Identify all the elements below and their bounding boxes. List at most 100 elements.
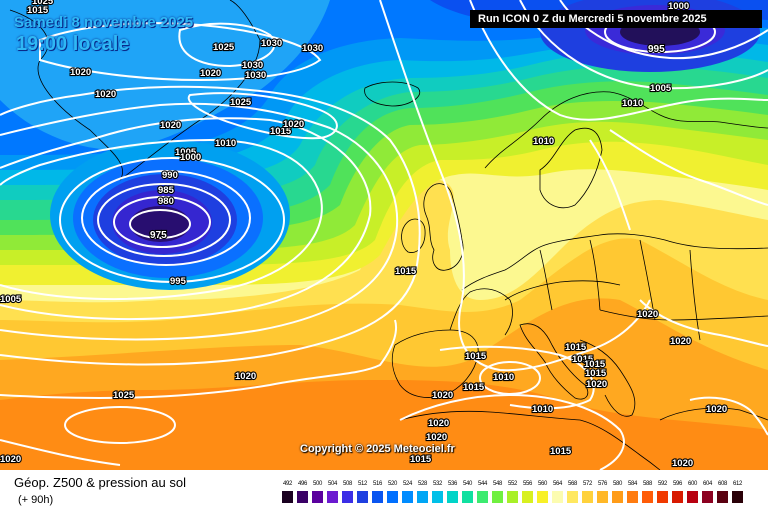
isobar-label: 1020 [200,68,221,79]
isobar-label: 1025 [32,0,54,7]
legend-cell: 612 [732,479,743,509]
legend-value: 536 [447,481,458,487]
isobar-label: 1015 [270,126,292,137]
legend-swatch [642,491,653,503]
legend-cell: 608 [717,479,728,509]
legend-cell: 536 [447,479,458,509]
legend-cell: 548 [492,479,503,509]
isobar-label: 1020 [670,336,691,347]
legend-value: 504 [327,481,338,487]
legend-swatch [702,491,713,503]
legend-swatch [732,491,743,503]
legend-value: 588 [642,481,653,487]
isobar-label: 1005 [0,294,22,305]
legend-value: 580 [612,481,623,487]
isobar-label: 995 [170,276,187,287]
isobar-1015-east [589,139,631,231]
legend-cell: 516 [372,479,383,509]
legend-cell: 532 [432,479,443,509]
legend-swatch [507,491,518,503]
isobar-label: 1020 [706,404,727,415]
low-center-label: 975 [150,230,167,241]
legend-cell: 512 [357,479,368,509]
isobar-label: 1015 [572,354,594,365]
turkey-coast [659,407,768,421]
legend-value: 560 [537,481,548,487]
forecast-hour: (+ 90h) [18,494,54,506]
isobar-label: 1005 [650,83,672,94]
legend-swatch [327,491,338,503]
legend-swatch [492,491,503,503]
legend-cell: 568 [567,479,578,509]
valid-date: Samedi 8 novembre 2025 [14,14,194,31]
legend-cell: 600 [687,479,698,509]
legend-swatch [447,491,458,503]
legend-cell: 504 [327,479,338,509]
isobar-label: 1020 [637,309,658,320]
isobars [0,0,768,470]
isobar-1020-east [639,299,768,347]
isobar-1025-azores [64,406,176,444]
isobar-1015 [0,85,421,366]
isobar-labels: 1025 1015 1020 1025 1030 1030 1020 1020 … [0,0,728,470]
legend-cell: 588 [642,479,653,509]
legend-value: 584 [627,481,638,487]
isobar-985 [97,183,231,257]
europe-coast [461,233,768,291]
legend-swatch [357,491,368,503]
legend-swatch [612,491,623,503]
legend-value: 516 [372,481,383,487]
legend-value: 600 [687,481,698,487]
isobar-975 [129,209,191,239]
valid-time: 19:00 locale [16,33,130,55]
legend-cell: 492 [282,479,293,509]
isobar-label: 1020 [426,432,447,443]
isobar-label: 1015 [585,368,607,379]
run-info: Run ICON 0 Z du Mercredi 5 novembre 2025 [470,10,762,28]
legend-cell: 580 [612,479,623,509]
legend-swatch [537,491,548,503]
legend-swatch [297,491,308,503]
legend-swatch [567,491,578,503]
legend-cell: 592 [657,479,668,509]
isobar-label: 1030 [261,38,282,49]
legend-value: 552 [507,481,518,487]
legend-value: 596 [672,481,683,487]
legend-value: 528 [417,481,428,487]
isobar-label: 1020 [283,119,304,130]
legend-swatch [687,491,698,503]
isobar-label: 1000 [668,1,689,12]
legend-value: 564 [552,481,563,487]
isobar-label: 1020 [586,379,607,390]
isobar-1020-med [399,393,625,470]
isobar-label: 1005 [175,147,197,158]
isobar-1020-se [689,396,768,436]
legend-cell: 564 [552,479,563,509]
isobar-label: 1025 [213,42,235,53]
legend-swatch [597,491,608,503]
border-3 [589,239,601,311]
isobar-1020-sw [0,439,121,466]
z500-core-atlantic-5 [130,206,190,242]
isobar-label: 1015 [27,5,49,16]
isobar-1010-north [469,0,768,121]
legend-value: 492 [282,481,293,487]
isobar-label: 1030 [302,43,323,54]
britain-coast [423,183,464,271]
legend-swatch [417,491,428,503]
legend-cell: 576 [597,479,608,509]
isobar-label: 1020 [0,454,21,465]
isobar-label: 1015 [395,266,417,277]
border-2 [539,249,553,311]
weather-map: 1025 1015 1020 1025 1030 1030 1020 1020 … [0,0,768,470]
legend-cell: 500 [312,479,323,509]
isobar-label: 1015 [550,446,572,457]
legend-cell: 584 [627,479,638,509]
isobar-1015-med [439,345,595,410]
legend-cell: 604 [702,479,713,509]
sweden-coast [539,127,603,209]
iberia-coast [391,329,479,398]
z500-greenland-tint [0,0,330,150]
isobar-label: 1025 [230,97,252,108]
isobar-label: 1015 [463,382,485,393]
